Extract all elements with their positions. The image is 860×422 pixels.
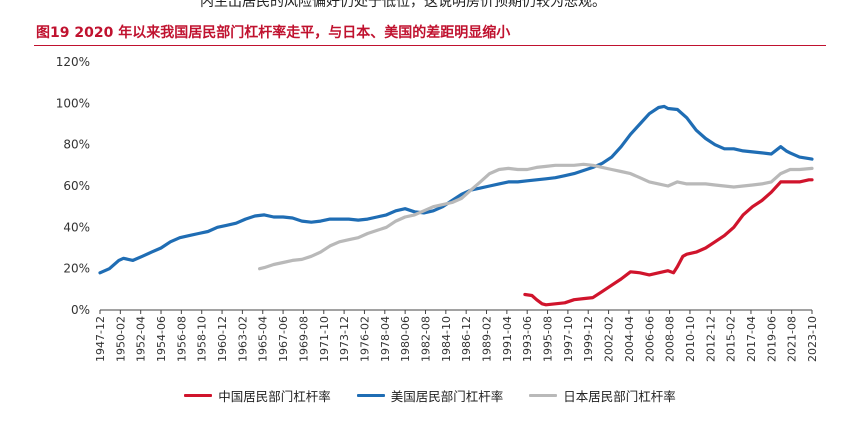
x-axis: 1947-12 1950-02 1952-04 1954-06 1956-08 1958-…: [94, 309, 819, 362]
y-tick-label: 20%: [63, 262, 90, 276]
x-tick-label: 2017-04: [745, 316, 758, 362]
legend: 中国居民部门杠杆率 美国居民部门杠杆率 日本居民部门杠杆率: [0, 386, 860, 405]
x-tick-label: 1950-02: [114, 316, 127, 362]
legend-label-usa: 美国居民部门杠杆率: [390, 389, 504, 404]
legend-item-china: 中国居民部门杠杆率: [184, 386, 331, 405]
legend-swatch-china: [184, 394, 213, 397]
x-tick-label: 1976-02: [358, 316, 371, 362]
legend-swatch-japan: [529, 394, 558, 397]
legend-item-usa: 美国居民部门杠杆率: [356, 386, 504, 405]
x-tick-label: 2004-04: [623, 316, 636, 362]
x-tick-label: 2002-02: [603, 316, 616, 362]
x-tick-label: 1956-08: [175, 316, 188, 362]
x-tick-label: 1986-12: [460, 316, 473, 362]
y-tick-label: 100%: [56, 96, 90, 110]
x-tick-label: 1960-12: [216, 316, 229, 362]
x-tick-label: 1991-04: [501, 316, 514, 362]
series-line-japan: [258, 162, 814, 271]
x-tick-label: 1999-12: [582, 316, 595, 362]
legend-swatch-usa: [356, 394, 385, 397]
x-tick-label: 2019-06: [765, 316, 778, 362]
x-tick-label: 1965-04: [257, 316, 270, 362]
y-tick-label: 40%: [63, 220, 90, 234]
figure-title: 图19 2020 年以来我国居民部门杠杆率走平，与日本、美国的差距明显缩小: [36, 25, 511, 41]
series-layer: [98, 104, 814, 307]
x-tick-label: 1993-06: [521, 316, 534, 362]
x-tick-label: 1971-10: [318, 316, 331, 362]
x-tick-label: 2015-02: [725, 316, 738, 362]
title-underline: [34, 45, 826, 46]
x-tick-label: 1963-02: [236, 316, 249, 362]
x-tick-label: 1995-08: [542, 316, 555, 362]
x-tick-label: 1952-04: [135, 316, 148, 362]
x-tick-label: 2012-12: [704, 316, 717, 362]
x-tick-label: 1967-06: [277, 316, 290, 362]
x-tick-label: 1984-10: [440, 316, 453, 362]
x-tick-label: 1969-08: [297, 316, 310, 362]
x-tick-label: 1947-12: [94, 316, 107, 362]
preceding-text-fragment: 内生出居民的风险偏好仍处于低位，这说明房价预期仍较为悲观。: [200, 0, 606, 10]
x-tick-label: 1978-04: [379, 316, 392, 362]
legend-item-japan: 日本居民部门杠杆率: [529, 386, 676, 405]
x-tick-label: 1989-02: [481, 316, 494, 362]
y-tick-label: 80%: [63, 138, 90, 152]
series-line-china: [523, 178, 814, 307]
x-tick-label: 1980-06: [399, 316, 412, 362]
x-tick-label: 1973-12: [338, 316, 351, 362]
y-tick-label: 120%: [56, 55, 90, 69]
y-tick-label: 0%: [71, 303, 90, 317]
x-tick-label: 2023-10: [806, 316, 819, 362]
series-line-usa: [98, 104, 814, 275]
x-tick-label: 1982-08: [419, 316, 432, 362]
legend-label-japan: 日本居民部门杠杆率: [563, 389, 676, 404]
y-axis: 0% 20% 40% 60% 80% 100% 120%: [56, 55, 90, 317]
x-tick-label: 1997-10: [562, 316, 575, 362]
x-tick-label: 2010-10: [684, 316, 697, 362]
x-tick-label: 2008-08: [664, 316, 677, 362]
y-tick-label: 60%: [63, 179, 90, 193]
x-tick-label: 2006-06: [643, 316, 656, 362]
x-tick-label: 2021-08: [786, 316, 799, 362]
legend-label-china: 中国居民部门杠杆率: [218, 389, 331, 404]
x-tick-label: 1954-06: [155, 316, 168, 362]
x-tick-label: 1958-10: [196, 316, 209, 362]
